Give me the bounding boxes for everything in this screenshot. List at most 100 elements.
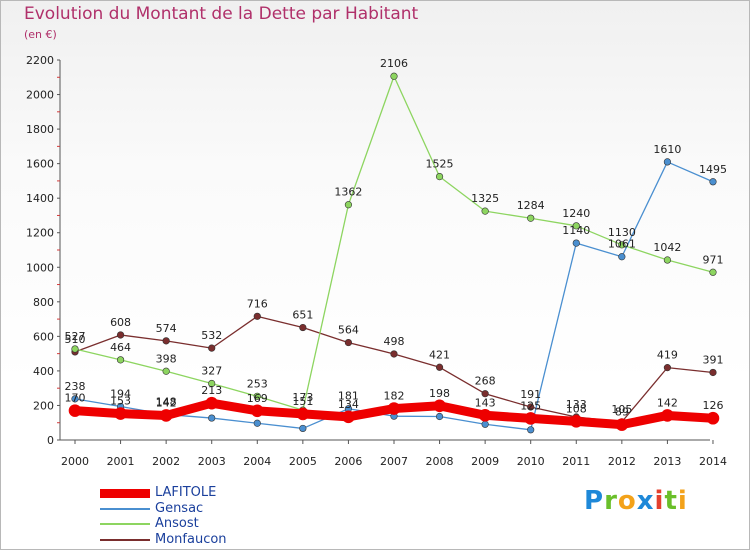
x-tick-label: 2012 <box>608 455 636 468</box>
data-point-ansost <box>253 392 261 400</box>
proxiti-logo: Proxiti <box>584 486 688 516</box>
y-tick-label: 0 <box>47 434 54 447</box>
logo-letter: t <box>664 486 678 516</box>
data-label: 532 <box>201 329 222 342</box>
legend-label: Monfaucon <box>155 531 227 547</box>
data-point-monfaucon <box>299 323 307 332</box>
data-point-monfaucon <box>435 363 444 371</box>
x-tick-label: 2002 <box>152 455 180 468</box>
data-label: 1042 <box>653 241 681 254</box>
legend-label: LAFITOLE <box>155 485 217 500</box>
x-tick-label: 2006 <box>334 455 362 468</box>
data-label: 498 <box>383 335 404 348</box>
data-point-lafitole <box>68 404 82 417</box>
data-point-monfaucon <box>344 338 353 347</box>
y-tick-label: 2200 <box>26 54 54 67</box>
data-point-ansost <box>162 367 170 375</box>
y-tick-label: 2000 <box>26 89 54 102</box>
data-point-monfaucon <box>663 364 672 372</box>
data-label: 169 <box>247 392 268 405</box>
y-tick-label: 1600 <box>26 158 54 171</box>
legend-swatch <box>100 489 150 498</box>
data-label: 1325 <box>471 192 499 205</box>
data-point-lafitole <box>615 418 629 431</box>
data-label: 268 <box>475 375 496 388</box>
data-label: 194 <box>110 387 131 400</box>
data-point-ansost <box>618 241 626 249</box>
logo-letter: x <box>636 486 655 516</box>
legend-swatch <box>100 523 150 525</box>
x-tick-label: 2010 <box>517 455 545 468</box>
data-label: 421 <box>429 348 450 361</box>
data-point-lafitole <box>569 415 583 428</box>
data-point-monfaucon <box>527 403 535 411</box>
chart-unit: (en €) <box>24 28 57 41</box>
data-point-monfaucon <box>481 390 489 398</box>
y-tick-label: 800 <box>33 296 54 309</box>
data-point-lafitole <box>159 409 173 422</box>
data-point-ansost <box>208 379 216 388</box>
data-label: 971 <box>702 253 723 266</box>
data-label: 2106 <box>380 57 408 70</box>
data-point-lafitole <box>114 407 127 420</box>
data-label: 464 <box>110 341 131 354</box>
data-point-gensac <box>71 395 79 403</box>
chart-title: Evolution du Montant de la Dette par Hab… <box>24 4 419 24</box>
data-point-lafitole <box>205 396 219 410</box>
logo-letter: r <box>604 486 618 516</box>
data-label: 510 <box>65 333 86 346</box>
data-label: 143 <box>475 396 496 409</box>
data-label: 1362 <box>334 186 362 199</box>
data-point-ansost <box>71 345 79 353</box>
data-label: 391 <box>702 353 723 366</box>
data-point-ansost <box>663 256 672 264</box>
data-point-lafitole <box>661 409 674 422</box>
data-point-gensac <box>572 239 580 247</box>
data-point-lafitole <box>296 407 310 421</box>
data-point-monfaucon <box>253 312 261 320</box>
data-label: 134 <box>338 398 359 411</box>
data-point-ansost <box>527 214 535 222</box>
data-label: 182 <box>383 390 404 403</box>
data-label: 173 <box>292 391 313 404</box>
data-point-ansost <box>481 207 489 215</box>
y-tick-label: 1800 <box>26 123 54 136</box>
data-label: 89 <box>615 406 629 419</box>
data-point-gensac <box>481 420 489 428</box>
logo-letter: i <box>654 486 665 516</box>
y-tick-label: 200 <box>33 399 54 412</box>
data-label: 105 <box>611 403 632 416</box>
data-point-monfaucon <box>709 368 717 377</box>
data-label: 153 <box>110 395 131 408</box>
data-label: 574 <box>156 322 177 335</box>
data-point-gensac <box>527 426 535 434</box>
y-tick-label: 600 <box>33 330 54 343</box>
data-point-monfaucon <box>208 344 216 352</box>
x-tick-label: 2009 <box>471 455 499 468</box>
data-label: 253 <box>247 377 268 390</box>
data-point-lafitole <box>478 408 492 422</box>
data-label: 198 <box>429 387 450 400</box>
data-point-monfaucon <box>390 350 398 358</box>
data-label: 181 <box>338 390 359 403</box>
legend-label: Gensac <box>155 500 204 516</box>
data-point-ansost <box>435 172 444 181</box>
x-tick-label: 2013 <box>653 455 681 468</box>
data-point-ansost <box>390 72 398 80</box>
legend-swatch <box>100 538 150 541</box>
data-point-ansost <box>344 201 353 209</box>
logo-letter: P <box>584 486 605 516</box>
data-label: 1130 <box>608 226 636 239</box>
data-label: 651 <box>292 309 313 322</box>
y-tick-label: 400 <box>33 365 54 378</box>
data-label: 213 <box>201 384 222 397</box>
x-tick-label: 2003 <box>198 455 226 468</box>
data-label: 108 <box>566 402 587 415</box>
data-label: 1240 <box>562 207 590 220</box>
data-point-ansost <box>709 268 717 276</box>
data-point-lafitole <box>524 412 538 425</box>
data-label: 1495 <box>699 163 727 176</box>
data-label: 142 <box>156 396 177 409</box>
